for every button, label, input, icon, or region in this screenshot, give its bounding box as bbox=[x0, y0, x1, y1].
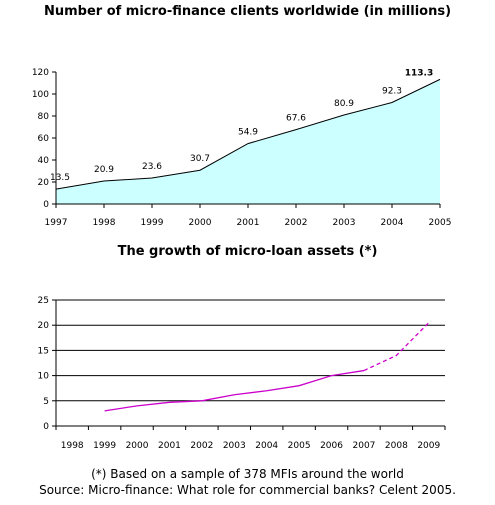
data-label: 80.9 bbox=[334, 99, 354, 109]
data-label: 20.9 bbox=[94, 165, 114, 175]
x-tick-label: 2005 bbox=[288, 441, 311, 451]
y-tick-label: 20 bbox=[38, 321, 50, 331]
data-label: 92.3 bbox=[382, 86, 402, 96]
x-tick-label: 2007 bbox=[353, 441, 376, 451]
x-tick-label: 2000 bbox=[189, 218, 212, 228]
y-tick-label: 20 bbox=[38, 178, 50, 188]
y-tick-label: 0 bbox=[43, 200, 49, 210]
actual-series-line bbox=[104, 369, 365, 412]
chart-1-title: Number of micro-finance clients worldwid… bbox=[43, 4, 452, 19]
area-series-line bbox=[55, 78, 441, 190]
x-tick-label: 2003 bbox=[223, 441, 246, 451]
y-tick-label: 40 bbox=[38, 156, 50, 166]
data-label: 113.3 bbox=[405, 68, 433, 78]
x-tick-label: 2001 bbox=[237, 218, 260, 228]
y-tick-label: 15 bbox=[38, 346, 49, 356]
x-tick-label: 1999 bbox=[93, 441, 116, 451]
x-tick-label: 1997 bbox=[45, 218, 68, 228]
footnote: (*) Based on a sample of 378 MFIs around… bbox=[91, 467, 404, 481]
data-label: 30.7 bbox=[190, 154, 210, 164]
x-tick-label: 1999 bbox=[141, 218, 164, 228]
source-note: Source: Micro-finance: What role for com… bbox=[39, 483, 456, 497]
x-tick-label: 2000 bbox=[126, 441, 149, 451]
x-tick-label: 1998 bbox=[93, 218, 116, 228]
x-tick-label: 2009 bbox=[417, 441, 440, 451]
x-tick-label: 2005 bbox=[429, 218, 452, 228]
y-tick-label: 100 bbox=[32, 90, 49, 100]
y-tick-label: 0 bbox=[43, 422, 49, 432]
area-fill bbox=[56, 79, 440, 204]
x-tick-label: 2004 bbox=[381, 218, 404, 228]
x-tick-label: 2003 bbox=[333, 218, 356, 228]
projected-series-line bbox=[363, 322, 430, 372]
y-tick-label: 120 bbox=[32, 68, 49, 78]
x-tick-label: 2001 bbox=[158, 441, 181, 451]
y-tick-label: 5 bbox=[43, 397, 49, 407]
x-tick-label: 2002 bbox=[285, 218, 308, 228]
chart-2-title: The growth of micro-loan assets (*) bbox=[117, 244, 378, 259]
data-label: 54.9 bbox=[238, 128, 258, 138]
x-tick-label: 2004 bbox=[255, 441, 278, 451]
x-tick-label: 2008 bbox=[385, 441, 408, 451]
y-tick-label: 10 bbox=[38, 372, 50, 382]
data-label: 67.6 bbox=[286, 114, 306, 124]
clients-area-chart: 0 20 40 60 80 100 120 1997 1998 1999 2000 2001 2002 2… bbox=[32, 68, 452, 228]
y-tick-label: 60 bbox=[38, 134, 50, 144]
x-tick-label: 2002 bbox=[190, 441, 213, 451]
y-tick-label: 80 bbox=[38, 112, 50, 122]
y-tick-label: 25 bbox=[38, 296, 49, 306]
loan-assets-line-chart: 0 5 10 15 20 25 1998 1999 2000 2001 2002 2003 2004 20… bbox=[38, 296, 446, 451]
data-label: 23.6 bbox=[142, 162, 162, 172]
x-tick-label: 2006 bbox=[320, 441, 343, 451]
x-tick-label: 1998 bbox=[61, 441, 84, 451]
data-label: 13.5 bbox=[50, 173, 70, 183]
